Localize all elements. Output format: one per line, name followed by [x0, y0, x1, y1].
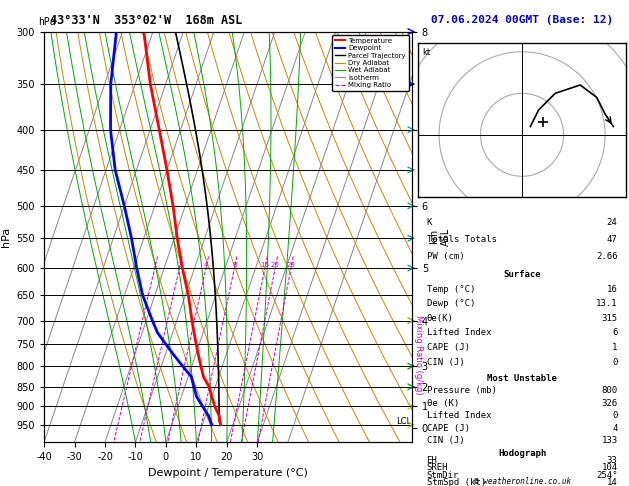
- Text: 254°: 254°: [596, 470, 618, 480]
- Text: StmSpd (kt): StmSpd (kt): [426, 478, 486, 486]
- Text: Lifted Index: Lifted Index: [426, 411, 491, 420]
- Text: kt: kt: [423, 48, 431, 57]
- Text: LCL: LCL: [396, 417, 411, 426]
- Text: 20: 20: [270, 262, 280, 268]
- Text: Surface: Surface: [503, 270, 541, 279]
- Text: 47: 47: [607, 235, 618, 244]
- Text: 4: 4: [204, 262, 208, 268]
- Text: 6: 6: [612, 329, 618, 337]
- Text: 8: 8: [232, 262, 237, 268]
- Text: 33: 33: [607, 456, 618, 465]
- Text: CIN (J): CIN (J): [426, 358, 464, 366]
- Text: 2: 2: [177, 262, 182, 268]
- Text: 0: 0: [612, 411, 618, 420]
- Legend: Temperature, Dewpoint, Parcel Trajectory, Dry Adiabat, Wet Adiabat, Isotherm, Mi: Temperature, Dewpoint, Parcel Trajectory…: [332, 35, 408, 91]
- Text: CAPE (J): CAPE (J): [426, 343, 470, 352]
- Text: EH: EH: [426, 456, 437, 465]
- Text: 0: 0: [612, 358, 618, 366]
- Text: Totals Totals: Totals Totals: [426, 235, 496, 244]
- Text: Pressure (mb): Pressure (mb): [426, 386, 496, 395]
- Text: Dewp (°C): Dewp (°C): [426, 299, 475, 308]
- Text: 43°33'N  353°02'W  168m ASL: 43°33'N 353°02'W 168m ASL: [50, 14, 243, 27]
- Text: 800: 800: [601, 386, 618, 395]
- Text: 1: 1: [612, 343, 618, 352]
- Text: 07.06.2024 00GMT (Base: 12): 07.06.2024 00GMT (Base: 12): [431, 15, 613, 25]
- Text: Hodograph: Hodograph: [498, 449, 546, 458]
- Text: SREH: SREH: [426, 463, 448, 472]
- Text: 16: 16: [607, 285, 618, 294]
- Text: K: K: [426, 218, 432, 227]
- Text: StmDir: StmDir: [426, 470, 459, 480]
- Text: 133: 133: [601, 436, 618, 445]
- Text: PW (cm): PW (cm): [426, 252, 464, 261]
- Text: θe(K): θe(K): [426, 314, 454, 323]
- Text: 13.1: 13.1: [596, 299, 618, 308]
- Text: 2.66: 2.66: [596, 252, 618, 261]
- X-axis label: Dewpoint / Temperature (°C): Dewpoint / Temperature (°C): [148, 468, 308, 478]
- Text: CAPE (J): CAPE (J): [426, 424, 470, 433]
- Text: 1: 1: [153, 262, 157, 268]
- Text: θe (K): θe (K): [426, 399, 459, 408]
- Text: 104: 104: [601, 463, 618, 472]
- Y-axis label: hPa: hPa: [1, 227, 11, 247]
- Text: Temp (°C): Temp (°C): [426, 285, 475, 294]
- Text: Mixing Ratio (g/kg): Mixing Ratio (g/kg): [413, 315, 423, 395]
- Text: CIN (J): CIN (J): [426, 436, 464, 445]
- Text: © weatheronline.co.uk: © weatheronline.co.uk: [474, 477, 571, 486]
- Text: Lifted Index: Lifted Index: [426, 329, 491, 337]
- Text: 24: 24: [607, 218, 618, 227]
- Text: 28: 28: [287, 262, 296, 268]
- Text: hPa: hPa: [38, 17, 55, 27]
- Y-axis label: km
ASL: km ASL: [430, 228, 451, 246]
- Text: 16: 16: [260, 262, 269, 268]
- Text: 14: 14: [607, 478, 618, 486]
- Text: 326: 326: [601, 399, 618, 408]
- Text: 315: 315: [601, 314, 618, 323]
- Text: 4: 4: [612, 424, 618, 433]
- Text: Most Unstable: Most Unstable: [487, 374, 557, 382]
